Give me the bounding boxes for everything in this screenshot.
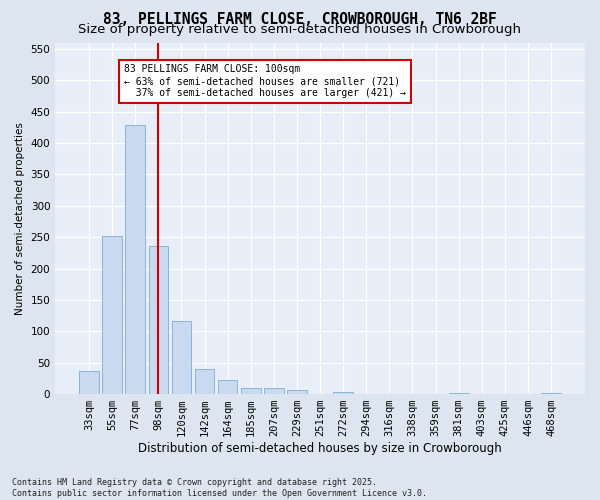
Text: Size of property relative to semi-detached houses in Crowborough: Size of property relative to semi-detach… <box>79 24 521 36</box>
Y-axis label: Number of semi-detached properties: Number of semi-detached properties <box>15 122 25 314</box>
Bar <box>172 322 191 394</box>
Bar <box>334 392 353 394</box>
Text: 83, PELLINGS FARM CLOSE, CROWBOROUGH, TN6 2BF: 83, PELLINGS FARM CLOSE, CROWBOROUGH, TN… <box>103 12 497 28</box>
X-axis label: Distribution of semi-detached houses by size in Crowborough: Distribution of semi-detached houses by … <box>138 442 502 455</box>
Text: 83 PELLINGS FARM CLOSE: 100sqm
← 63% of semi-detached houses are smaller (721)
 : 83 PELLINGS FARM CLOSE: 100sqm ← 63% of … <box>124 64 406 98</box>
Text: Contains HM Land Registry data © Crown copyright and database right 2025.
Contai: Contains HM Land Registry data © Crown c… <box>12 478 427 498</box>
Bar <box>287 390 307 394</box>
Bar <box>541 393 561 394</box>
Bar <box>241 388 260 394</box>
Bar <box>264 388 284 394</box>
Bar <box>125 126 145 394</box>
Bar <box>449 393 469 394</box>
Bar <box>195 369 214 394</box>
Bar <box>79 371 99 394</box>
Bar <box>149 246 168 394</box>
Bar <box>218 380 238 394</box>
Bar <box>103 236 122 394</box>
